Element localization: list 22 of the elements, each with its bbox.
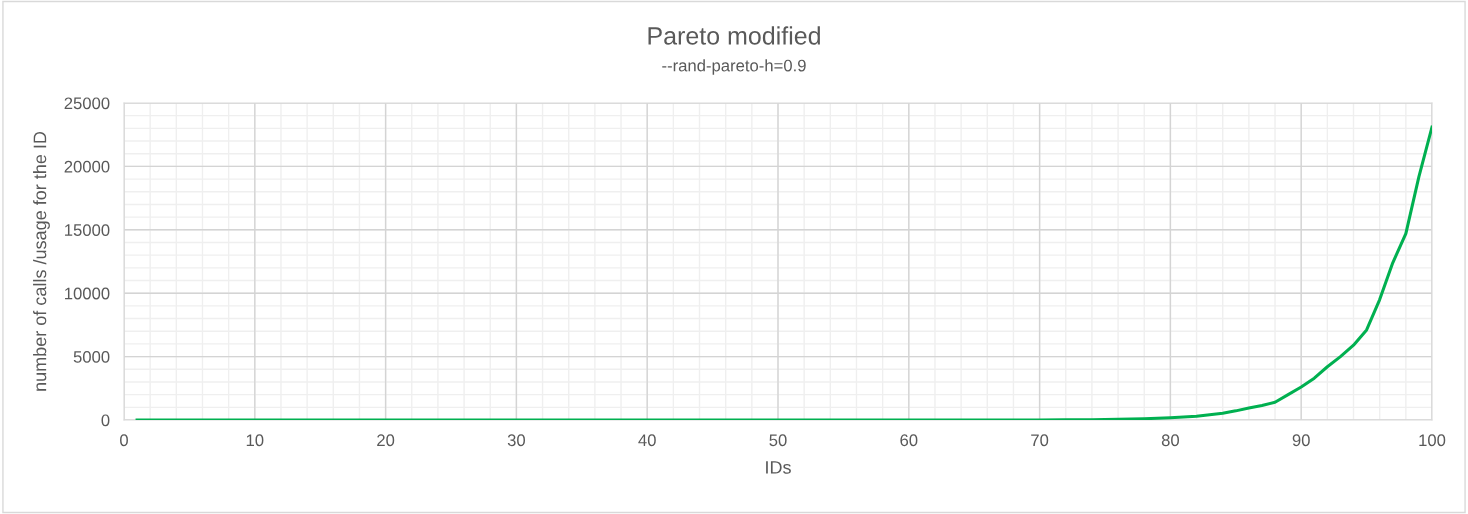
x-tick-label: 10	[246, 434, 264, 447]
x-tick-label: 0	[120, 434, 128, 447]
chart-subtitle: --rand-pareto-h=0.9	[662, 59, 806, 75]
y-axis-title: number of calls /usage for the ID	[33, 131, 50, 391]
y-tick-label: 10000	[65, 287, 110, 300]
y-tick-label: 5000	[73, 351, 110, 363]
x-tick-label: 30	[507, 434, 526, 447]
x-tick-label: 70	[1031, 434, 1049, 447]
x-tick-label: 100	[1419, 434, 1446, 447]
x-tick-label: 20	[377, 434, 395, 447]
y-tick-label: 15000	[65, 224, 110, 236]
x-axis-title: IDs	[766, 461, 791, 474]
x-tick-label: 60	[900, 434, 918, 447]
y-tick-label: 0	[101, 414, 110, 427]
x-tick-label: 50	[769, 434, 787, 447]
x-tick-label: 40	[638, 434, 656, 447]
x-tick-label: 80	[1161, 434, 1180, 447]
y-tick-label: 25000	[64, 97, 110, 110]
x-tick-label: 90	[1292, 434, 1310, 447]
chart-title: Pareto modified	[648, 26, 820, 45]
line-series	[135, 125, 1432, 420]
y-tick-label: 20000	[64, 160, 110, 173]
